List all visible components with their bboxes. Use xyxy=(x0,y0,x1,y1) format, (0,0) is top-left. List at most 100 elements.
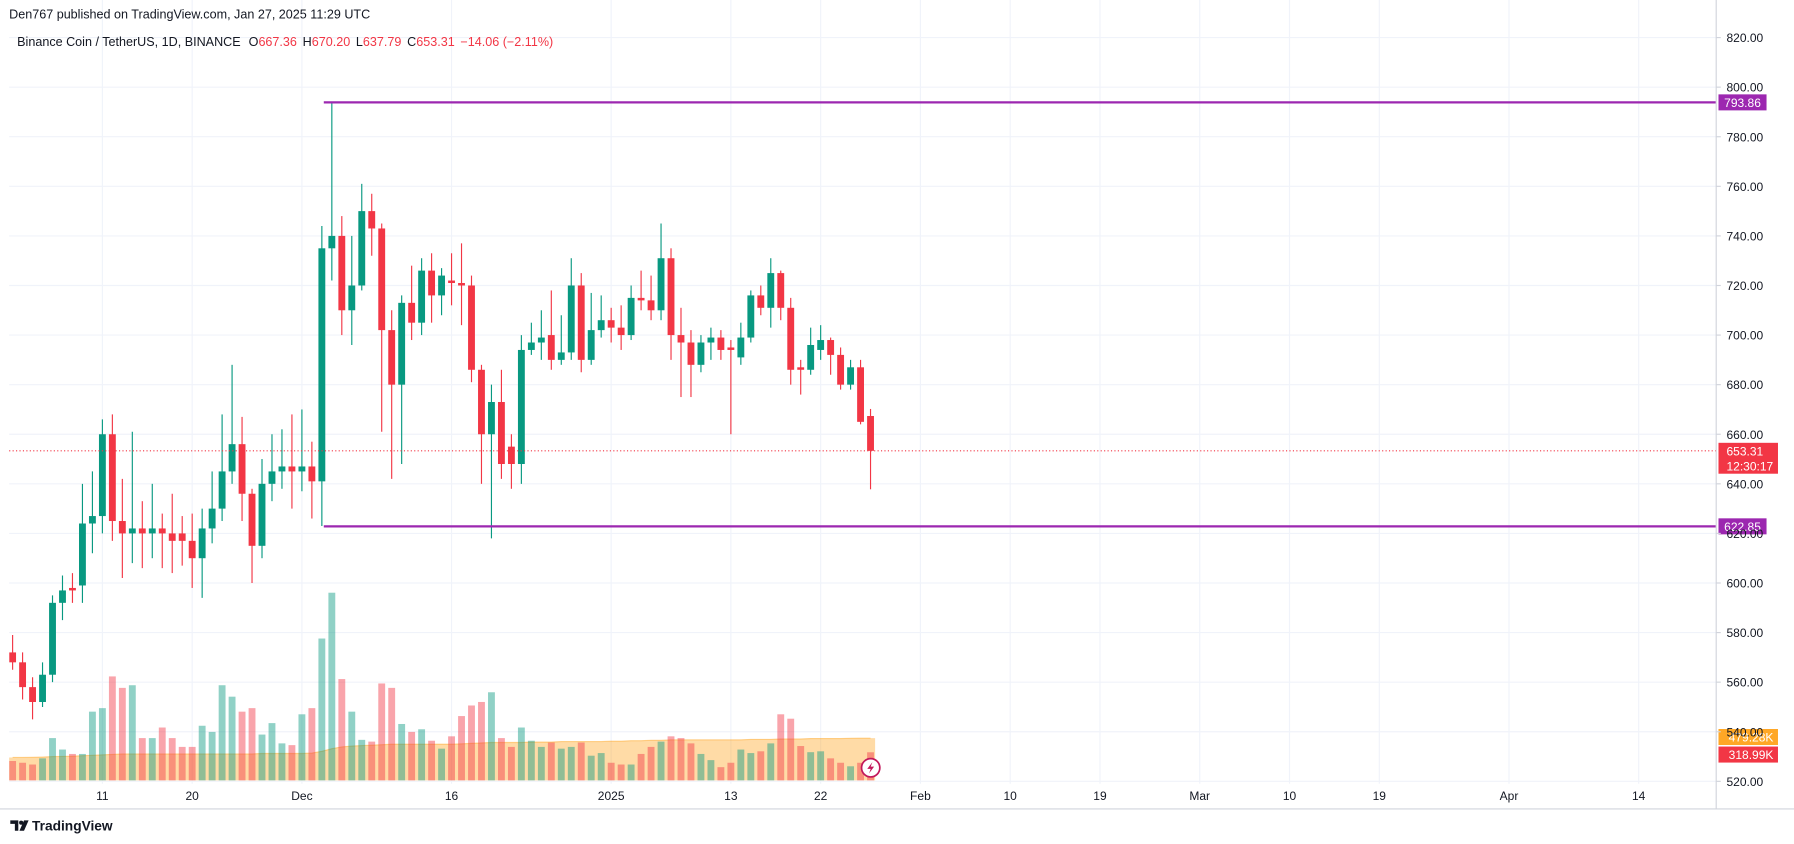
volume-bar xyxy=(408,731,416,781)
y-tick-label: 820.00 xyxy=(1726,31,1763,45)
volume-bar xyxy=(69,753,76,781)
candle-body xyxy=(358,211,366,286)
volume-bar xyxy=(388,687,396,781)
volume-bar xyxy=(647,746,655,781)
x-tick-label: 19 xyxy=(1093,789,1107,803)
volume-bar xyxy=(128,685,136,781)
y-tick-label: 620.00 xyxy=(1726,527,1763,541)
volume-bar xyxy=(298,714,306,781)
candle-body xyxy=(717,337,725,350)
candle-body xyxy=(278,466,286,472)
volume-bar xyxy=(398,723,406,781)
candle-body xyxy=(388,330,396,385)
candle-body xyxy=(537,337,545,343)
candle-body xyxy=(79,523,86,586)
volume-bar xyxy=(338,679,346,781)
grid xyxy=(9,0,1717,784)
publisher-header: Den767 published on TradingView.com, Jan… xyxy=(9,7,370,21)
volume-bar xyxy=(438,748,446,781)
candle-body xyxy=(378,228,386,331)
x-tick-label: 2025 xyxy=(598,789,625,803)
volume-bar xyxy=(468,705,475,781)
candle-body xyxy=(507,446,515,464)
volume-bar xyxy=(198,725,206,781)
volume-bar xyxy=(837,762,845,781)
candle-body xyxy=(19,662,27,688)
candle-body xyxy=(747,295,755,338)
candle-body xyxy=(268,471,276,484)
candle-body xyxy=(677,335,685,343)
x-tick-label: 11 xyxy=(96,789,109,803)
candle-body xyxy=(787,307,795,370)
candle-body xyxy=(727,347,735,350)
candle-body xyxy=(827,340,835,355)
last-price-label: 653.31 xyxy=(1726,444,1763,458)
candle-body xyxy=(707,337,715,343)
candle-body xyxy=(438,275,446,296)
candle-body xyxy=(168,533,176,541)
candle-body xyxy=(88,516,96,524)
volume-bar xyxy=(537,746,545,781)
candles xyxy=(9,102,874,720)
volume-bar xyxy=(268,723,276,781)
volume-bar xyxy=(108,676,116,781)
candle-body xyxy=(687,342,695,365)
volume-bar xyxy=(587,755,595,781)
y-tick-label: 680.00 xyxy=(1726,378,1763,392)
candle-body xyxy=(59,590,66,603)
volume-label: 318.99K xyxy=(1729,748,1774,762)
legend-value: 667.36 xyxy=(258,35,296,49)
candle-body xyxy=(188,540,196,559)
countdown-label: 12:30:17 xyxy=(1726,459,1773,473)
level-label-box xyxy=(1718,94,1767,111)
volume-bar xyxy=(148,738,156,781)
volume-bar xyxy=(288,745,296,781)
y-tick-label: 520.00 xyxy=(1726,775,1763,789)
volume-bar xyxy=(687,743,695,781)
volume-bar xyxy=(627,764,635,781)
volume-bar xyxy=(657,741,665,781)
volume-bar xyxy=(727,762,735,781)
volume-bar xyxy=(348,711,356,781)
candle-body xyxy=(348,285,356,311)
volume-bar xyxy=(707,760,715,781)
y-tick-label: 800.00 xyxy=(1726,81,1763,95)
volume-bar xyxy=(158,727,166,781)
candle-body xyxy=(597,320,605,331)
x-tick-label: 22 xyxy=(814,789,828,803)
candle-body xyxy=(667,258,675,336)
legend-key: H xyxy=(303,35,312,49)
candle-body xyxy=(657,258,665,311)
volume-bar xyxy=(567,746,575,781)
candle-body xyxy=(837,354,845,385)
candle-body xyxy=(617,327,625,336)
volume-bar xyxy=(258,734,266,781)
candle-body xyxy=(448,280,455,284)
volume-bar xyxy=(378,683,386,781)
candle-body xyxy=(418,270,426,323)
candle-body xyxy=(39,674,46,702)
volume-bar xyxy=(368,741,376,781)
level-label: 793.86 xyxy=(1724,96,1761,110)
candle-body xyxy=(517,349,525,464)
volume-bar xyxy=(797,746,805,781)
legend-key: O xyxy=(249,35,259,49)
last-price-box xyxy=(1718,442,1778,474)
candle-body xyxy=(218,471,226,509)
candle-body xyxy=(587,330,595,360)
volume-bar xyxy=(448,736,455,781)
volume-bar xyxy=(458,716,465,781)
candle-body xyxy=(697,342,705,365)
candle-body xyxy=(318,248,326,482)
x-tick-label: Feb xyxy=(910,789,931,803)
replay-icon[interactable] xyxy=(860,757,881,778)
volume-bar xyxy=(617,764,625,781)
volume-bar xyxy=(847,766,855,781)
volume-bar xyxy=(478,701,485,781)
candle-body xyxy=(298,466,306,472)
candle-body xyxy=(338,235,346,311)
y-tick-label: 640.00 xyxy=(1726,477,1763,491)
x-tick-label: Dec xyxy=(291,789,312,803)
legend-symbol: Binance Coin / TetherUS, 1D, BINANCE xyxy=(17,35,240,49)
